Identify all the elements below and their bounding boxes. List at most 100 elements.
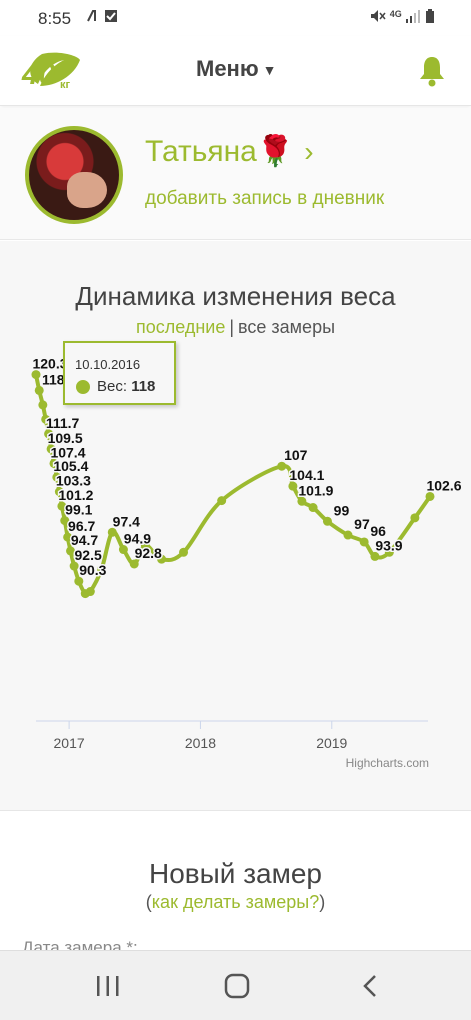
weight-data-point[interactable] <box>179 547 189 557</box>
paren-open: ( <box>145 892 152 912</box>
app-header: 40 кг Меню ▼ <box>0 36 471 106</box>
notifications-bell-button[interactable] <box>417 54 447 88</box>
add-diary-entry-link[interactable]: добавить запись в дневник <box>145 188 385 209</box>
tooltip-series-dot <box>76 380 90 394</box>
weight-data-point[interactable] <box>288 481 298 491</box>
highcharts-credits[interactable]: Highcharts.com <box>345 756 429 770</box>
weight-data-point[interactable] <box>31 370 41 380</box>
weight-data-point[interactable] <box>63 532 73 542</box>
home-icon <box>224 973 250 999</box>
weight-data-point[interactable] <box>343 530 353 540</box>
signal-icon <box>406 10 421 23</box>
avatar[interactable] <box>25 126 123 224</box>
data-label: 99.1 <box>65 502 92 518</box>
checkbox-notification-icon <box>104 10 117 22</box>
avatar-hand-shape <box>67 172 107 208</box>
weight-data-point[interactable] <box>85 587 95 597</box>
weight-data-point[interactable] <box>118 545 128 555</box>
chart-tooltip: 10.10.2016 Вес: 118 <box>63 341 176 405</box>
data-label: 102.6 <box>426 477 461 493</box>
weight-data-point[interactable] <box>157 554 167 564</box>
data-label: 97 <box>354 516 370 532</box>
weight-data-point[interactable] <box>49 458 59 468</box>
status-time: 8:55 <box>38 9 72 28</box>
recent-apps-icon <box>97 976 119 996</box>
home-button[interactable] <box>217 971 257 1001</box>
menu-label: Меню <box>196 56 259 81</box>
logo-unit: кг <box>60 79 71 91</box>
weight-data-point[interactable] <box>60 516 70 526</box>
weight-data-point[interactable] <box>107 527 117 537</box>
filter-recent-link[interactable]: последние <box>135 317 226 337</box>
weight-data-point[interactable] <box>54 487 64 497</box>
data-label: 111.7 <box>46 415 80 431</box>
chevron-right-icon: › <box>304 136 314 167</box>
recent-apps-button[interactable] <box>88 971 128 1001</box>
data-label: 103.3 <box>56 473 91 489</box>
profile-panel: Татьяна🌹 › добавить запись в дневник <box>0 108 471 240</box>
data-label: 105.4 <box>53 458 88 474</box>
weight-data-point[interactable] <box>57 501 67 511</box>
tooltip-date: 10.10.2016 <box>75 357 141 372</box>
profile-name: Татьяна <box>145 135 257 168</box>
weight-data-point[interactable] <box>38 400 48 410</box>
weight-data-point[interactable] <box>322 516 332 526</box>
weight-data-point[interactable] <box>410 513 420 523</box>
data-label: 120.3 <box>32 356 67 372</box>
weight-chart: 2017 2018 2019 120.3118111.7109.5107.4105.… <box>31 354 463 751</box>
new-measure-title: Новый замер <box>148 858 323 889</box>
status-bar: 8:55 4G <box>0 0 471 36</box>
chart-title: Динамика изменения веса <box>75 281 396 311</box>
weight-data-point[interactable] <box>384 547 394 557</box>
data-label: 99 <box>334 502 350 518</box>
app-notification-icon <box>87 10 96 22</box>
paren-close: ) <box>319 892 326 912</box>
weight-data-point[interactable] <box>46 444 56 454</box>
x-axis-tick-label: 2017 <box>54 735 85 751</box>
weight-data-point[interactable] <box>308 503 318 513</box>
battery-icon <box>426 9 434 23</box>
weight-data-point[interactable] <box>359 537 369 547</box>
leaf-logo-icon: 40 кг <box>21 52 80 91</box>
tooltip-value: 118 <box>131 378 156 395</box>
notification-icons <box>86 9 118 26</box>
weight-data-point[interactable] <box>66 546 76 556</box>
weight-data-point[interactable] <box>52 472 62 482</box>
weight-data-point[interactable] <box>74 576 84 586</box>
filter-all-link[interactable]: все замеры <box>238 317 336 337</box>
weight-data-point[interactable] <box>370 551 380 561</box>
data-label: 109.5 <box>48 430 83 446</box>
weight-data-point[interactable] <box>34 385 44 395</box>
x-axis-tick-label: 2018 <box>185 735 216 751</box>
weight-data-point[interactable] <box>140 540 150 550</box>
profile-name-link[interactable]: Татьяна🌹 › <box>145 134 314 169</box>
weight-data-point[interactable] <box>41 414 51 424</box>
weight-data-point[interactable] <box>96 564 106 574</box>
back-button[interactable] <box>350 971 390 1001</box>
weight-data-point[interactable] <box>425 491 435 501</box>
how-to-measure-link[interactable]: как делать замеры? <box>151 892 320 912</box>
data-label: 101.9 <box>298 482 333 498</box>
data-label: 94.7 <box>71 532 98 548</box>
data-label: 94.9 <box>124 531 151 547</box>
weight-data-point[interactable] <box>69 561 79 571</box>
tooltip-series-name: Вес: <box>97 378 128 395</box>
menu-dropdown[interactable]: Меню ▼ <box>196 56 277 82</box>
weight-chart-section: 2017 2018 2019 120.3 118 111.7 109.5 107.4 105.… <box>0 241 471 811</box>
weight-data-point[interactable] <box>217 496 227 506</box>
filter-separator: | <box>229 317 235 337</box>
weight-data-point[interactable] <box>44 429 54 439</box>
data-label: 92.8 <box>135 545 162 561</box>
tooltip-value-line: Вес: 118 <box>97 378 155 395</box>
data-label: 104.1 <box>289 467 324 483</box>
caret-down-icon: ▼ <box>262 62 277 79</box>
data-label: 96 <box>370 523 386 539</box>
new-measure-subtitle: (как делать замеры?) <box>0 892 471 913</box>
data-label: 107.4 <box>50 444 85 460</box>
data-label: 93.9 <box>375 537 402 553</box>
logo[interactable]: 40 кг <box>20 50 82 92</box>
weight-data-point[interactable] <box>297 496 307 506</box>
chart-filter: последние | все замеры <box>0 317 471 338</box>
weight-data-point[interactable] <box>277 461 287 471</box>
weight-data-point[interactable] <box>129 559 139 569</box>
